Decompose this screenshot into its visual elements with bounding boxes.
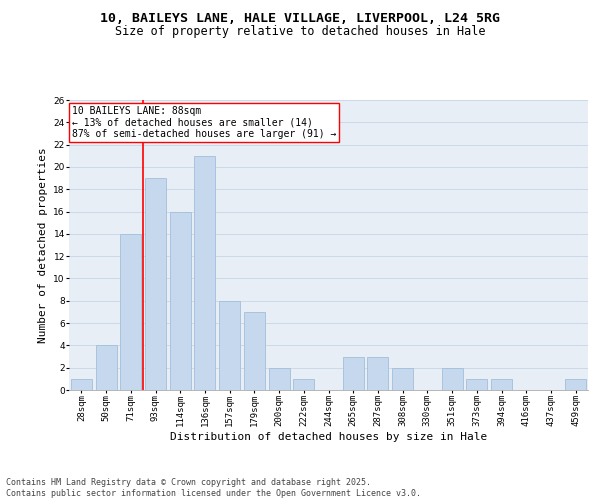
Bar xyxy=(71,379,92,390)
Bar xyxy=(219,301,240,390)
Bar xyxy=(269,368,290,390)
Bar xyxy=(120,234,141,390)
Bar xyxy=(392,368,413,390)
Bar xyxy=(95,346,116,390)
Bar xyxy=(145,178,166,390)
Bar xyxy=(194,156,215,390)
Text: 10 BAILEYS LANE: 88sqm
← 13% of detached houses are smaller (14)
87% of semi-det: 10 BAILEYS LANE: 88sqm ← 13% of detached… xyxy=(71,106,336,139)
Y-axis label: Number of detached properties: Number of detached properties xyxy=(38,147,48,343)
Bar xyxy=(367,356,388,390)
Bar xyxy=(170,212,191,390)
Text: Contains HM Land Registry data © Crown copyright and database right 2025.
Contai: Contains HM Land Registry data © Crown c… xyxy=(6,478,421,498)
Bar xyxy=(293,379,314,390)
Bar xyxy=(244,312,265,390)
Bar xyxy=(466,379,487,390)
Text: 10, BAILEYS LANE, HALE VILLAGE, LIVERPOOL, L24 5RG: 10, BAILEYS LANE, HALE VILLAGE, LIVERPOO… xyxy=(100,12,500,26)
Bar xyxy=(442,368,463,390)
Bar xyxy=(491,379,512,390)
Text: Size of property relative to detached houses in Hale: Size of property relative to detached ho… xyxy=(115,25,485,38)
Bar xyxy=(565,379,586,390)
Bar xyxy=(343,356,364,390)
X-axis label: Distribution of detached houses by size in Hale: Distribution of detached houses by size … xyxy=(170,432,487,442)
